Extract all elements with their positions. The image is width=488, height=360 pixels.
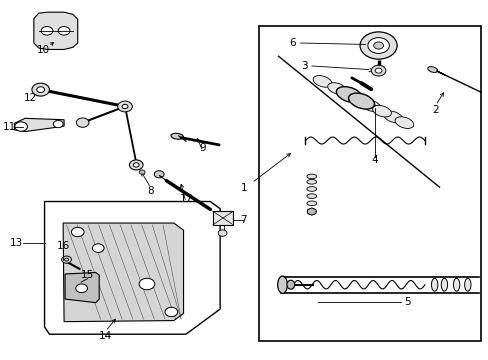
Text: 5: 5: [404, 297, 410, 307]
Ellipse shape: [306, 201, 316, 206]
Circle shape: [58, 27, 70, 35]
Circle shape: [367, 38, 388, 53]
Ellipse shape: [171, 133, 183, 139]
Text: 10: 10: [37, 45, 50, 55]
Circle shape: [164, 307, 177, 317]
Circle shape: [37, 87, 44, 93]
Ellipse shape: [306, 180, 316, 184]
Polygon shape: [63, 223, 183, 321]
Text: 13: 13: [10, 238, 23, 248]
Polygon shape: [34, 12, 78, 49]
Polygon shape: [307, 208, 315, 215]
Text: 1: 1: [241, 183, 247, 193]
Circle shape: [76, 284, 87, 293]
Text: 12: 12: [23, 93, 37, 103]
Text: 9: 9: [199, 143, 206, 153]
Polygon shape: [14, 118, 64, 132]
Circle shape: [61, 256, 71, 263]
Text: 16: 16: [57, 241, 70, 251]
Circle shape: [374, 68, 381, 73]
Text: 7: 7: [239, 215, 246, 225]
Circle shape: [76, 118, 89, 127]
Ellipse shape: [306, 174, 316, 179]
Circle shape: [139, 170, 145, 174]
Ellipse shape: [464, 278, 470, 291]
Ellipse shape: [348, 93, 374, 109]
Ellipse shape: [307, 208, 316, 215]
Ellipse shape: [336, 87, 362, 103]
Ellipse shape: [286, 280, 294, 289]
Ellipse shape: [361, 100, 380, 112]
Ellipse shape: [327, 83, 346, 94]
Circle shape: [41, 27, 53, 35]
Text: 15: 15: [81, 270, 94, 280]
Ellipse shape: [427, 67, 437, 72]
Ellipse shape: [312, 76, 331, 87]
Circle shape: [154, 171, 163, 178]
Circle shape: [71, 227, 84, 237]
Polygon shape: [44, 202, 220, 334]
Circle shape: [64, 258, 68, 261]
Text: 8: 8: [147, 186, 154, 197]
Ellipse shape: [383, 111, 402, 123]
Ellipse shape: [430, 278, 437, 291]
Ellipse shape: [306, 186, 316, 191]
Circle shape: [370, 65, 385, 76]
Text: 11: 11: [3, 122, 16, 131]
Text: 2: 2: [431, 105, 438, 115]
Circle shape: [129, 160, 143, 170]
Circle shape: [53, 121, 63, 128]
Ellipse shape: [350, 95, 369, 106]
Circle shape: [373, 42, 383, 49]
Circle shape: [359, 32, 396, 59]
Circle shape: [139, 278, 155, 290]
Circle shape: [15, 122, 27, 131]
Text: 17: 17: [179, 194, 192, 204]
Text: 3: 3: [300, 61, 306, 71]
Ellipse shape: [306, 194, 316, 198]
Bar: [212, 211, 233, 225]
Circle shape: [118, 101, 132, 112]
Polygon shape: [65, 273, 99, 303]
Circle shape: [92, 244, 104, 252]
Ellipse shape: [277, 276, 287, 293]
Ellipse shape: [372, 105, 390, 117]
Circle shape: [32, 83, 49, 96]
Ellipse shape: [339, 89, 358, 100]
Ellipse shape: [452, 278, 459, 291]
Text: 6: 6: [288, 38, 295, 48]
Text: 4: 4: [371, 155, 378, 165]
Circle shape: [218, 230, 226, 236]
Ellipse shape: [394, 117, 413, 129]
Circle shape: [133, 163, 139, 167]
Bar: [259, 26, 480, 341]
Ellipse shape: [440, 278, 447, 291]
Circle shape: [122, 104, 128, 109]
Text: 14: 14: [99, 330, 112, 341]
